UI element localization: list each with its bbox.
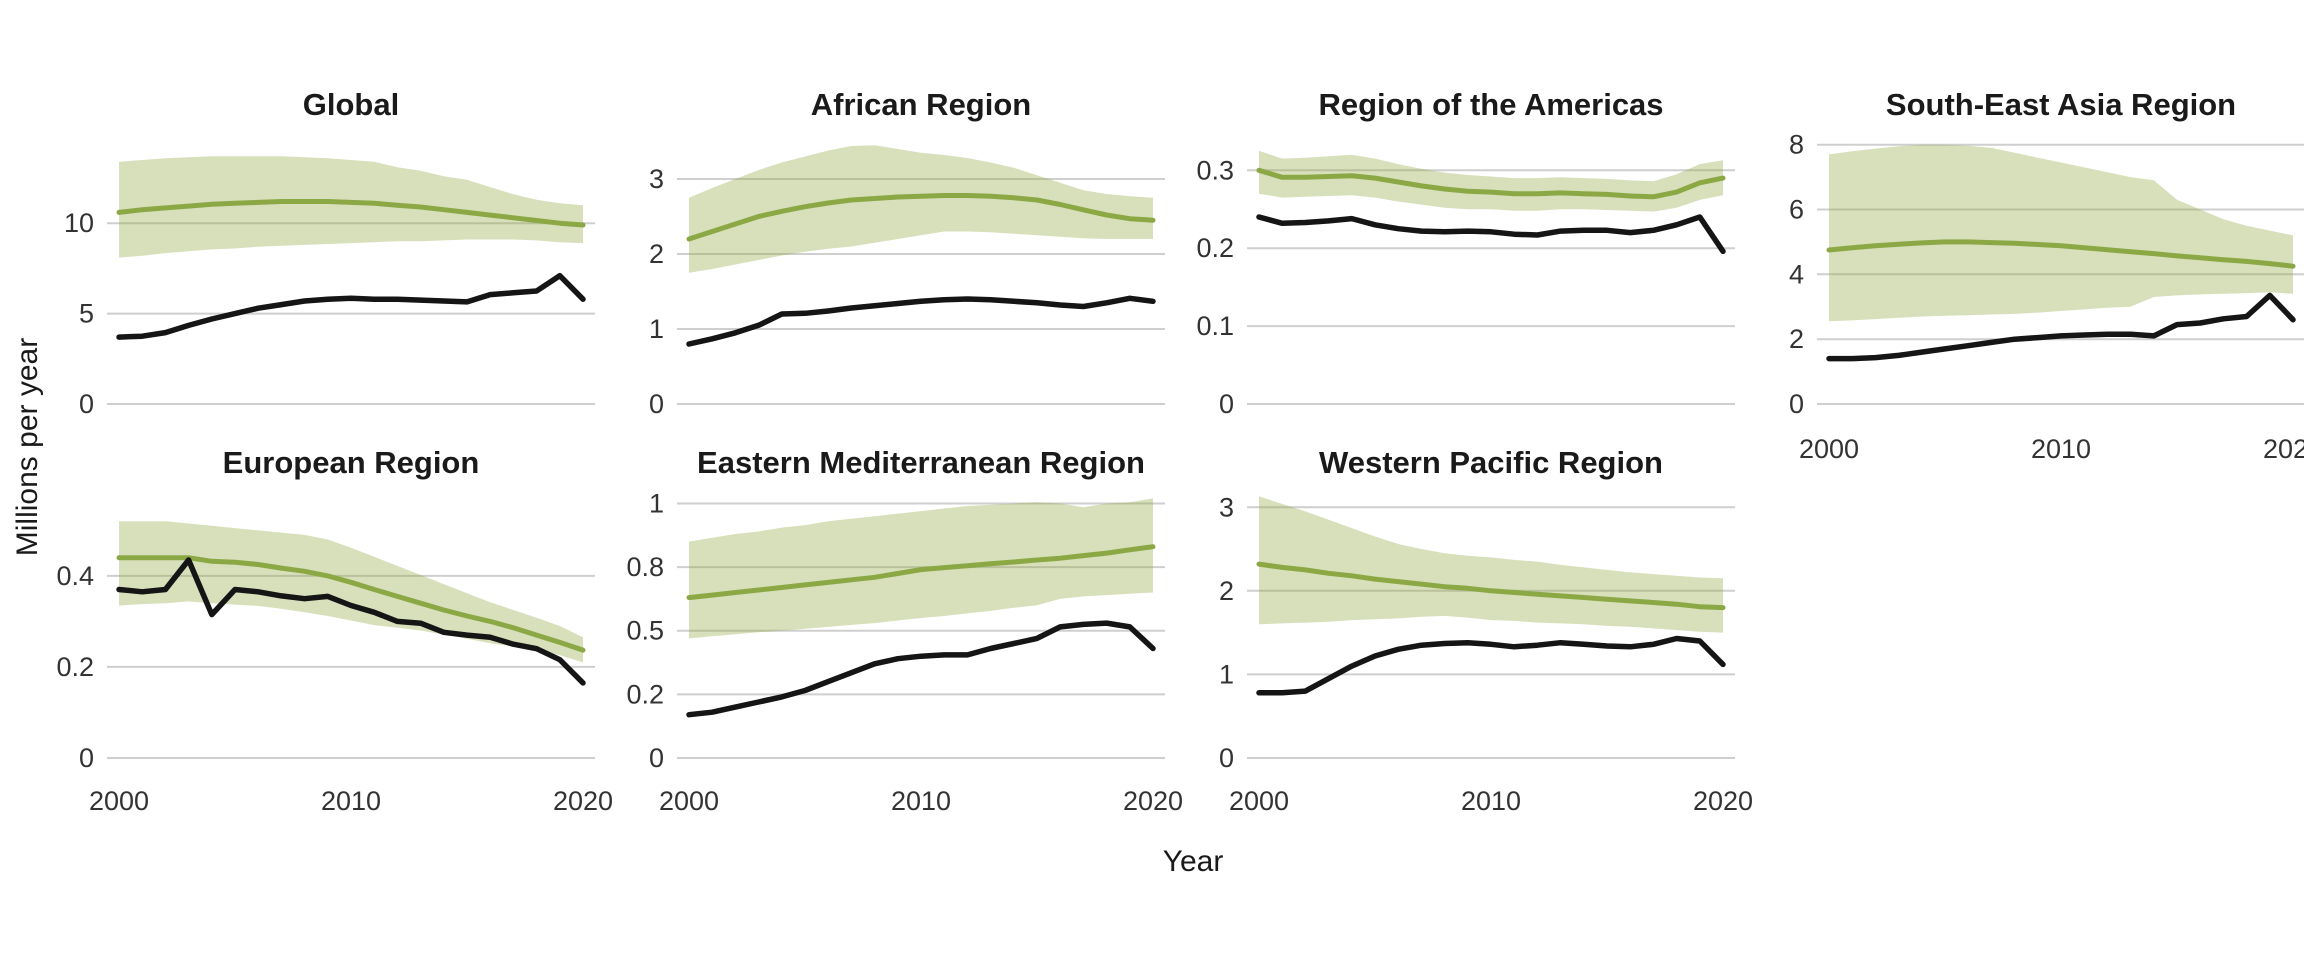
- notifications-line: [116, 272, 586, 340]
- notifications-line: [116, 557, 586, 686]
- panel-title: Region of the Americas: [1318, 87, 1663, 122]
- uncertainty-band: [1829, 144, 2293, 322]
- y-tick-label: 0.5: [626, 616, 664, 646]
- notifications-line: [1256, 635, 1726, 696]
- y-tick-label: 4: [1789, 259, 1804, 289]
- y-tick-label: 10: [64, 208, 94, 238]
- y-tick-label: 0.2: [626, 679, 664, 709]
- panel-title: African Region: [811, 87, 1031, 122]
- y-tick-label: 5: [79, 299, 94, 329]
- x-tick-label: 2000: [1229, 786, 1289, 816]
- uncertainty-band: [689, 145, 1153, 273]
- panel-south-east-asia-region: 0 2 4 6 8 2000 2010 2020 South-East Asia Region: [1789, 87, 2304, 464]
- y-tick-label: 0: [649, 389, 664, 419]
- estimate-line: [116, 555, 586, 653]
- y-tick-label: 0.1: [1196, 311, 1234, 341]
- notifications-line: [686, 620, 1156, 718]
- x-tick-label: 2010: [321, 786, 381, 816]
- estimate-line: [116, 199, 586, 228]
- x-tick-label: 2020: [553, 786, 613, 816]
- uncertainty-band: [1259, 496, 1723, 633]
- x-tick-label: 2020: [1693, 786, 1753, 816]
- y-tick-label: 1: [649, 489, 664, 519]
- y-tick-label: 0: [1219, 389, 1234, 419]
- panel-title: South-East Asia Region: [1886, 87, 2236, 122]
- estimate-line: [686, 193, 1156, 242]
- x-tick-label: 2020: [2263, 434, 2304, 464]
- x-tick-label: 2010: [891, 786, 951, 816]
- y-tick-label: 0: [79, 743, 94, 773]
- y-tick-label: 1: [649, 314, 664, 344]
- panel-title: Western Pacific Region: [1319, 445, 1663, 480]
- panel-region-of-the-americas: 0 0.1 0.2 0.3 Region of the Americas: [1196, 87, 1735, 419]
- x-tick-label: 2010: [2031, 434, 2091, 464]
- x-tick-label: 2020: [1123, 786, 1183, 816]
- estimate-line: [1826, 239, 2296, 269]
- uncertainty-band: [1259, 150, 1723, 212]
- y-tick-label: 2: [1789, 324, 1804, 354]
- y-tick-label: 0: [79, 389, 94, 419]
- notifications-line: [686, 295, 1156, 347]
- x-tick-label: 2000: [1799, 434, 1859, 464]
- estimate-line: [1256, 561, 1726, 611]
- panel-western-pacific-region: 0 1 2 3 2000 2010 2020 Western Pacific Region: [1219, 445, 1753, 816]
- y-tick-label: 8: [1789, 130, 1804, 160]
- y-tick-label: 2: [1219, 576, 1234, 606]
- panel-global: 0 5 10 Global: [64, 87, 595, 419]
- panel-african-region: 0 1 2 3 African Region: [649, 87, 1165, 419]
- y-tick-label: 1: [1219, 659, 1234, 689]
- notifications-line: [1256, 214, 1726, 255]
- x-tick-label: 2000: [89, 786, 149, 816]
- y-tick-label: 0.2: [1196, 233, 1234, 263]
- y-tick-label: 0: [649, 743, 664, 773]
- estimate-line: [1256, 167, 1726, 200]
- y-tick-label: 3: [649, 164, 664, 194]
- y-tick-label: 0: [1219, 743, 1234, 773]
- panel-title: Eastern Mediterranean Region: [697, 445, 1145, 480]
- uncertainty-band: [119, 156, 583, 258]
- uncertainty-band: [119, 521, 583, 663]
- y-tick-label: 0: [1789, 389, 1804, 419]
- notifications-line: [1826, 292, 2296, 362]
- x-tick-label: 2000: [659, 786, 719, 816]
- y-tick-label: 0.3: [1196, 155, 1234, 185]
- x-tick-label: 2010: [1461, 786, 1521, 816]
- y-tick-label: 0.4: [56, 561, 94, 591]
- panel-title: European Region: [223, 445, 480, 480]
- y-tick-label: 0.8: [626, 552, 664, 582]
- panel-title: Global: [303, 87, 399, 122]
- y-tick-label: 0.2: [56, 652, 94, 682]
- y-tick-label: 3: [1219, 492, 1234, 522]
- estimate-line: [686, 544, 1156, 601]
- y-tick-label: 6: [1789, 195, 1804, 225]
- y-tick-label: 2: [649, 239, 664, 269]
- panel-european-region: 0 0.2 0.4 2000 2010 2020 European Region: [56, 445, 613, 816]
- panel-eastern-mediterranean-region: 0 0.2 0.5 0.8 1 2000 2010 2020 Eastern Mediterra…: [626, 445, 1183, 816]
- x-axis-title: Year: [1162, 845, 1224, 878]
